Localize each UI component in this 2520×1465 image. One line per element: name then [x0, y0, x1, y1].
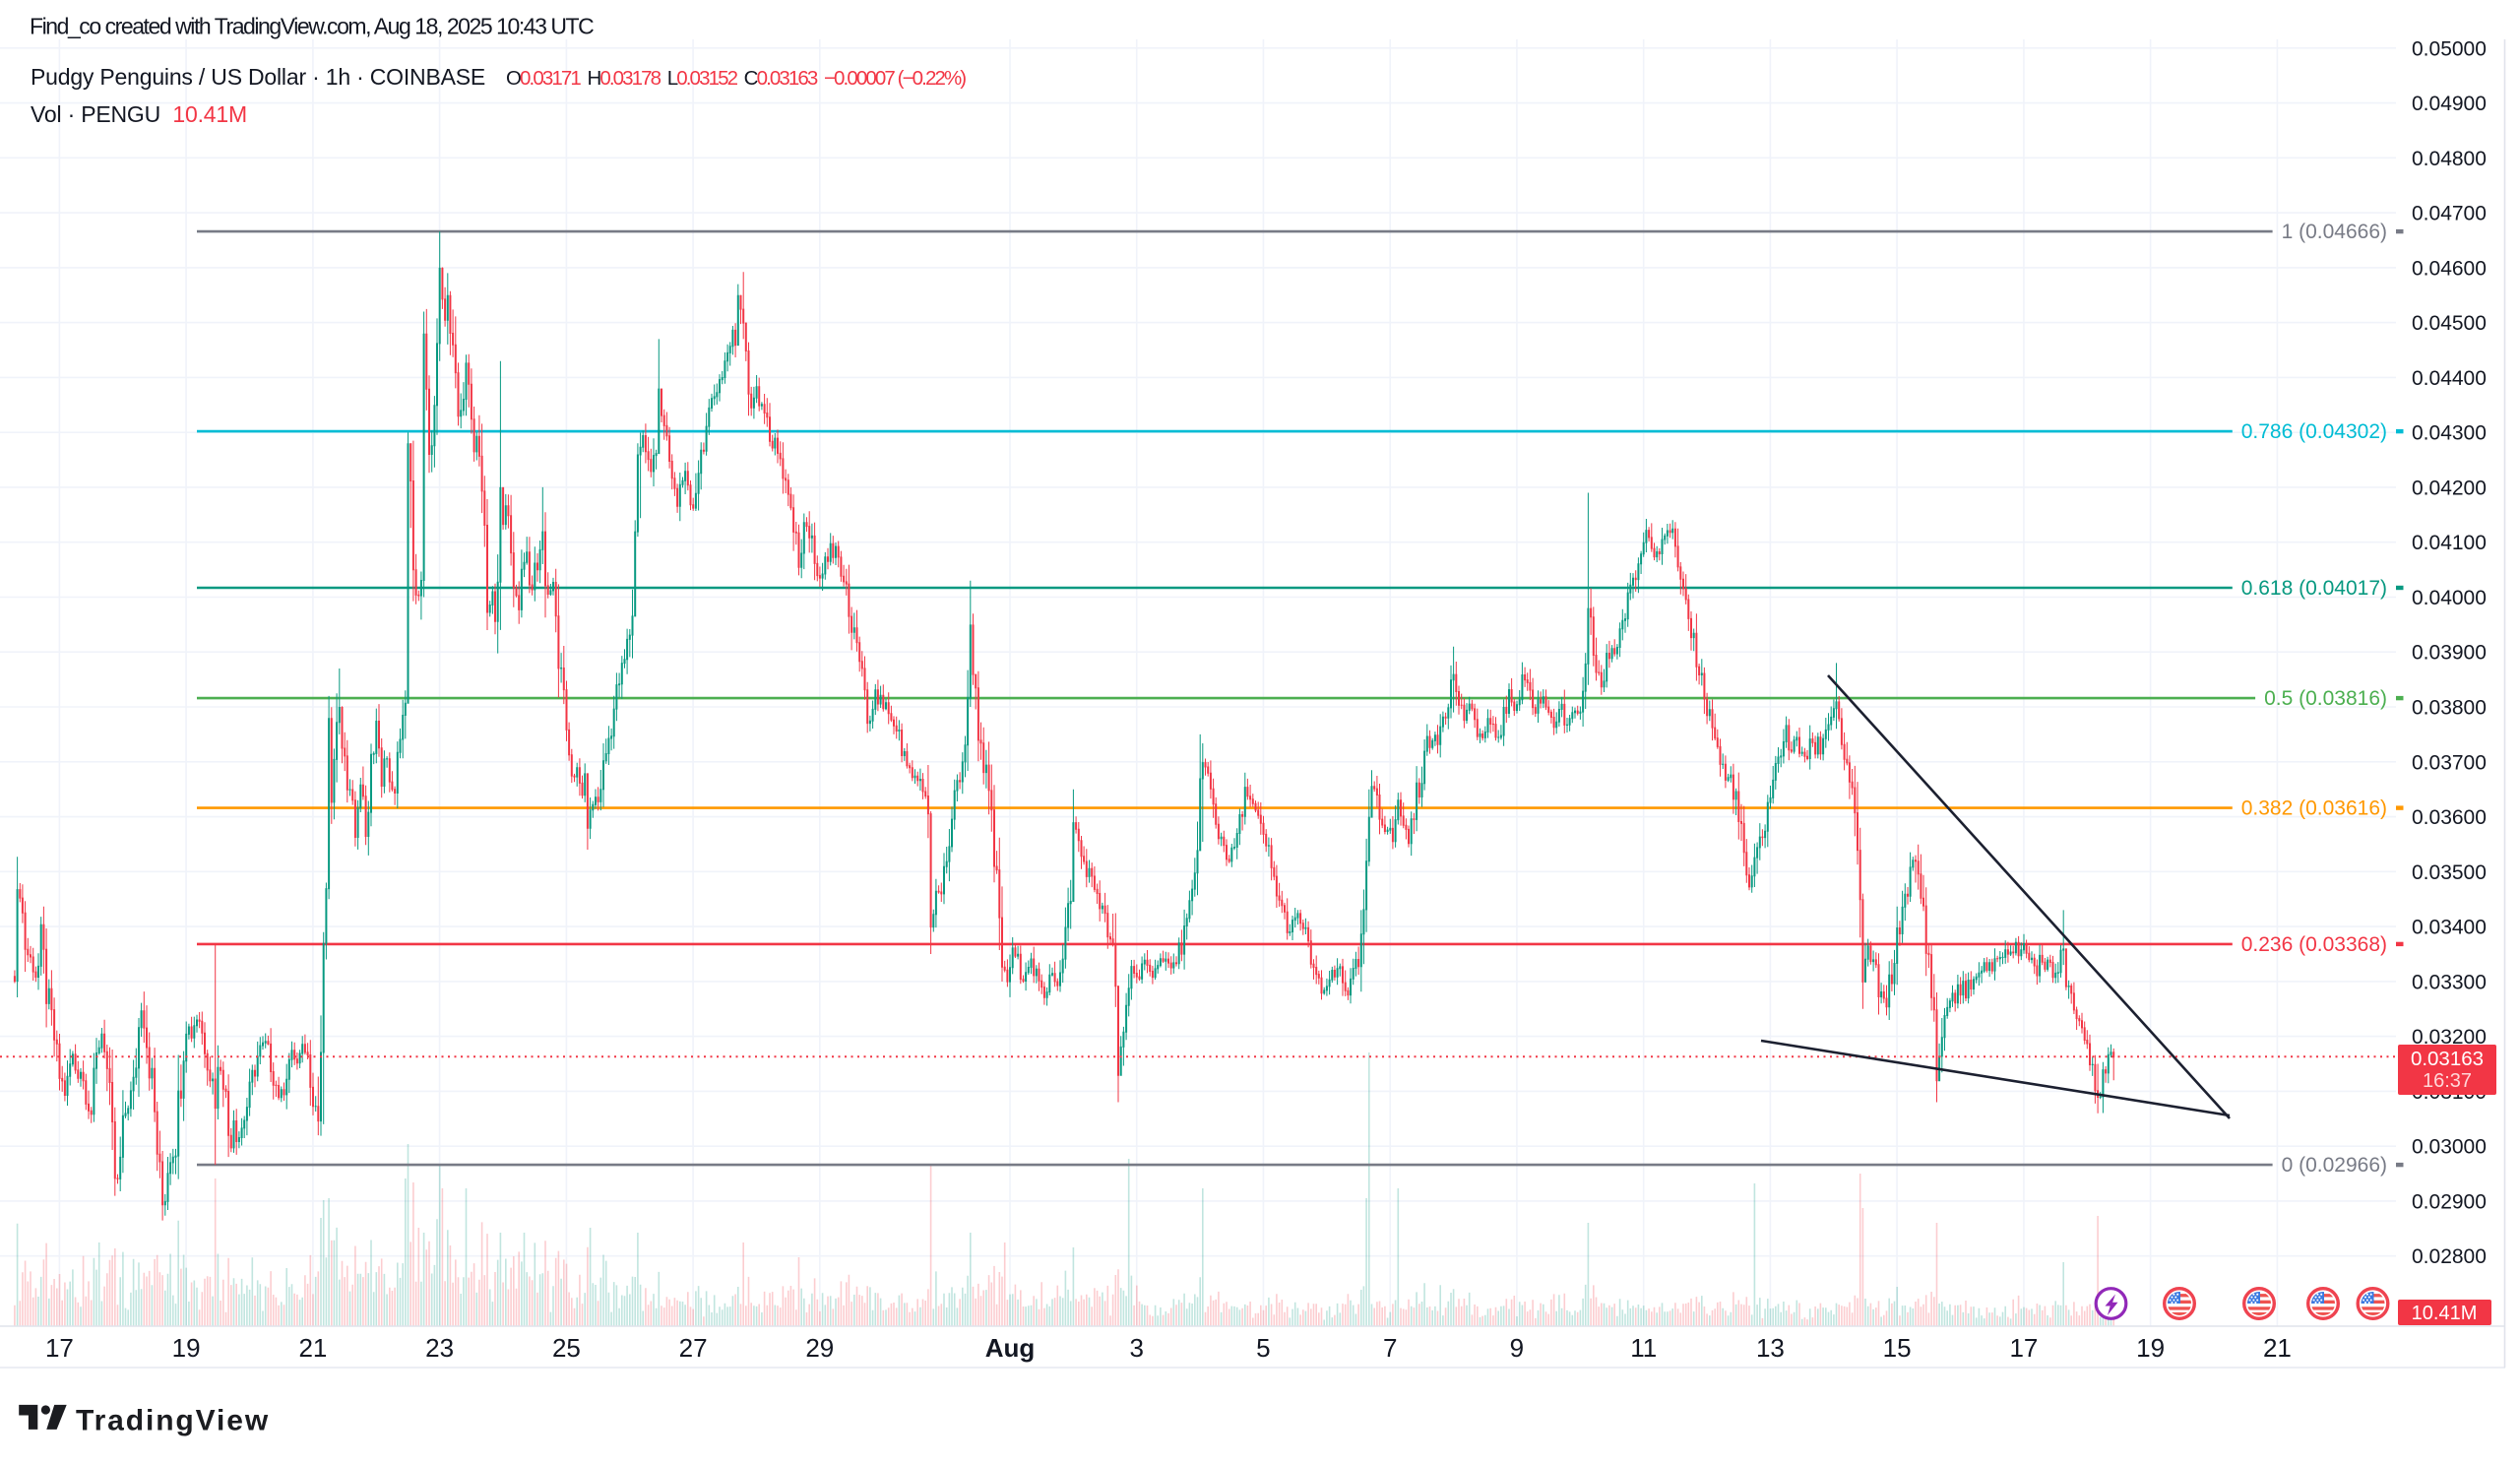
- svg-text:0.03300: 0.03300: [2412, 971, 2487, 993]
- svg-text:17: 17: [45, 1333, 74, 1363]
- svg-text:Pudgy Penguins / US Dollar · 1: Pudgy Penguins / US Dollar · 1h · COINBA…: [31, 64, 485, 90]
- svg-text:19: 19: [2136, 1333, 2165, 1363]
- svg-text:Aug: Aug: [985, 1333, 1036, 1363]
- svg-text:0.03700: 0.03700: [2412, 751, 2487, 774]
- svg-text:1 (0.04666): 1 (0.04666): [2282, 221, 2387, 243]
- svg-text:O0.03171 H0.03178 L0.03152: O0.03171 H0.03178 L0.03152 C0.03163 −0.0…: [506, 67, 966, 90]
- svg-text:16:37: 16:37: [2423, 1070, 2472, 1092]
- svg-text:15: 15: [1883, 1333, 1912, 1363]
- svg-text:0.5 (0.03816): 0.5 (0.03816): [2264, 687, 2387, 710]
- svg-text:0.03200: 0.03200: [2412, 1026, 2487, 1049]
- svg-text:0.03163: 0.03163: [2411, 1048, 2484, 1070]
- svg-text:0.236 (0.03368): 0.236 (0.03368): [2241, 933, 2387, 956]
- svg-text:0.04300: 0.04300: [2412, 422, 2487, 445]
- svg-text:0.382 (0.03616): 0.382 (0.03616): [2241, 797, 2387, 820]
- svg-text:0.03500: 0.03500: [2412, 861, 2487, 884]
- svg-text:3: 3: [1129, 1333, 1143, 1363]
- svg-text:0 (0.02966): 0 (0.02966): [2282, 1154, 2387, 1177]
- svg-text:10.41M: 10.41M: [2412, 1303, 2478, 1324]
- svg-text:9: 9: [1510, 1333, 1524, 1363]
- svg-text:19: 19: [172, 1333, 201, 1363]
- svg-text:0.02900: 0.02900: [2412, 1190, 2487, 1213]
- svg-text:0.03600: 0.03600: [2412, 806, 2487, 829]
- svg-text:0.04600: 0.04600: [2412, 257, 2487, 280]
- svg-text:0.786 (0.04302): 0.786 (0.04302): [2241, 420, 2387, 443]
- svg-text:0.03400: 0.03400: [2412, 917, 2487, 939]
- svg-text:25: 25: [552, 1333, 581, 1363]
- svg-text:5: 5: [1256, 1333, 1270, 1363]
- svg-text:27: 27: [679, 1333, 708, 1363]
- svg-text:21: 21: [298, 1333, 327, 1363]
- svg-text:0.04200: 0.04200: [2412, 477, 2487, 499]
- svg-text:0.04800: 0.04800: [2412, 148, 2487, 170]
- svg-text:21: 21: [2263, 1333, 2292, 1363]
- svg-text:17: 17: [2009, 1333, 2038, 1363]
- svg-text:13: 13: [1756, 1333, 1785, 1363]
- svg-text:0.04400: 0.04400: [2412, 367, 2487, 390]
- svg-text:0.04700: 0.04700: [2412, 203, 2487, 225]
- svg-text:0.02800: 0.02800: [2412, 1245, 2487, 1268]
- svg-text:0.03000: 0.03000: [2412, 1136, 2487, 1159]
- svg-text:0.03900: 0.03900: [2412, 642, 2487, 665]
- svg-text:TradingView: TradingView: [76, 1405, 270, 1437]
- svg-text:0.04900: 0.04900: [2412, 93, 2487, 115]
- svg-text:0.618 (0.04017): 0.618 (0.04017): [2241, 577, 2387, 600]
- svg-text:Vol · PENGU 10.41M: Vol · PENGU 10.41M: [31, 101, 247, 127]
- svg-text:0.04000: 0.04000: [2412, 587, 2487, 609]
- svg-text:7: 7: [1383, 1333, 1397, 1363]
- svg-text:Find_co created with TradingVi: Find_co created with TradingView.com, Au…: [30, 14, 594, 39]
- svg-text:0.04100: 0.04100: [2412, 532, 2487, 554]
- svg-text:0.04500: 0.04500: [2412, 312, 2487, 335]
- svg-text:0.05000: 0.05000: [2412, 37, 2487, 60]
- svg-text:11: 11: [1630, 1333, 1657, 1363]
- svg-text:23: 23: [425, 1333, 454, 1363]
- svg-text:0.03800: 0.03800: [2412, 697, 2487, 720]
- svg-text:29: 29: [805, 1333, 834, 1363]
